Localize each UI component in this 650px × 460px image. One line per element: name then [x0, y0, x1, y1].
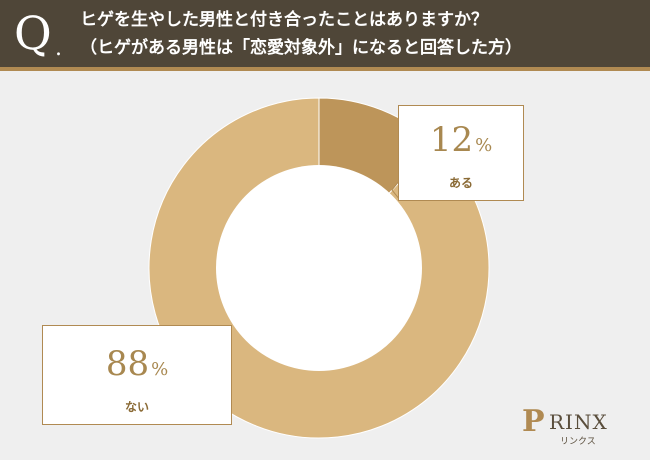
question-mark-dot: . [55, 36, 62, 61]
value-label-yes: 12% [399, 120, 523, 160]
leader-line-yes [391, 179, 401, 201]
rinx-logo: P RINX リンクス [522, 404, 632, 448]
unit-no: % [151, 359, 169, 380]
banner-stripe [0, 67, 650, 71]
callout-no: 88% ない [42, 325, 232, 425]
unit-yes: % [475, 135, 493, 156]
question-mark-letter: Q [14, 6, 52, 60]
category-no: ない [124, 400, 149, 414]
logo-initial: P [522, 404, 545, 439]
question-line-1: ヒゲを生やした男性と付き合ったことはありますか？ [80, 10, 488, 30]
value-label-no: 88% [43, 344, 231, 384]
question-banner [0, 0, 650, 67]
value-no: 88 [105, 344, 150, 384]
logo-wordmark: RINX [549, 410, 608, 434]
callout-yes: 12% ある [398, 105, 524, 201]
question-line-2: （ヒゲがある男性は「恋愛対象外」になると回答した方） [80, 38, 522, 58]
logo-subtitle: リンクス [560, 437, 596, 447]
category-yes: ある [448, 176, 473, 190]
donut-hole [216, 165, 422, 371]
value-yes: 12 [429, 120, 474, 160]
